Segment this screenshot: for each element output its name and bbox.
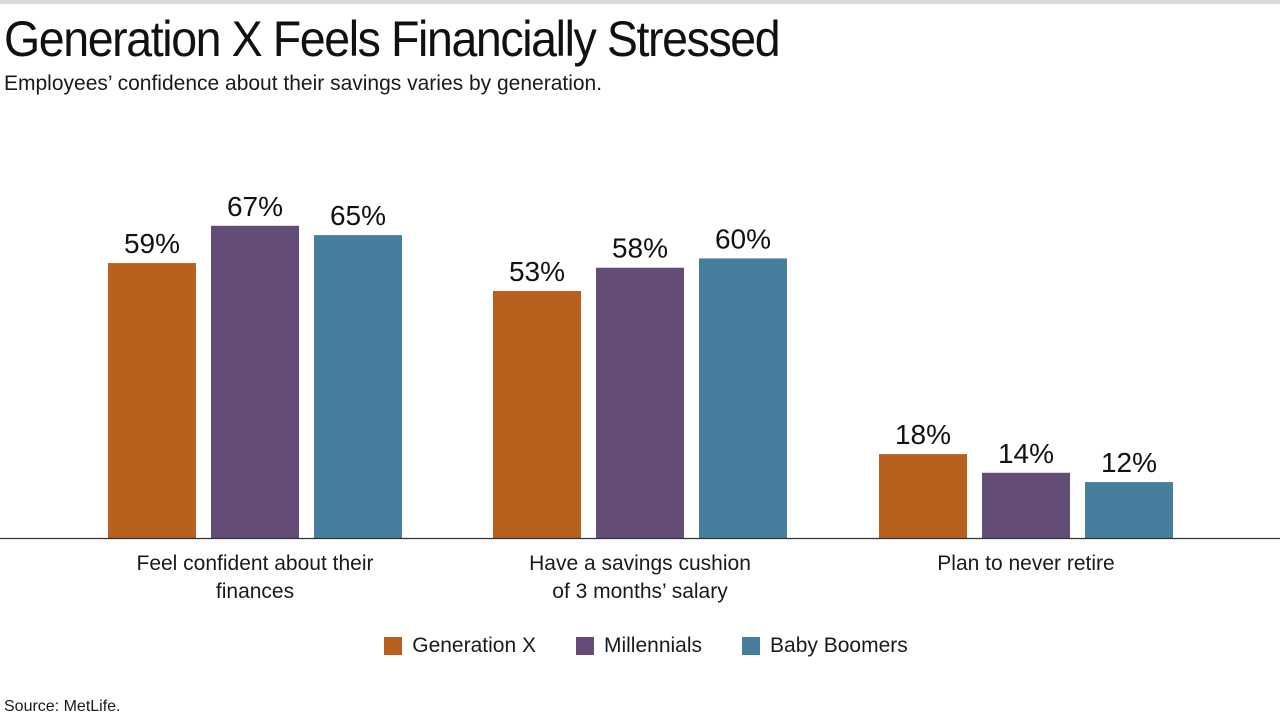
category-label-line: of 3 months’ salary xyxy=(552,580,728,603)
bar-value-label: 53% xyxy=(509,256,565,287)
bar-value-label: 60% xyxy=(715,223,771,254)
bar xyxy=(699,258,787,538)
category-label: Plan to never retire xyxy=(937,552,1114,575)
bar xyxy=(1085,482,1173,538)
chart-legend: Generation X Millennials Baby Boomers xyxy=(0,634,1280,658)
bar-value-label: 59% xyxy=(124,228,180,259)
category-label: Have a savings cushion of 3 months’ salar… xyxy=(529,552,751,603)
bar xyxy=(982,472,1070,538)
legend-item: Baby Boomers xyxy=(742,634,908,658)
source-note: Source: MetLife. xyxy=(4,698,121,715)
legend-label: Generation X xyxy=(412,634,536,657)
legend-label: Millennials xyxy=(603,634,703,657)
bar-chart: 59% 67% 65% Feel confident about their finan… xyxy=(0,191,1280,603)
category-label-line: finances xyxy=(216,580,294,603)
category-label-line: Feel confident about their xyxy=(137,552,374,575)
bar-group: 53% 58% 60% xyxy=(493,223,787,538)
bar-value-label: 12% xyxy=(1101,447,1157,478)
legend-swatch xyxy=(575,637,594,655)
bar-value-label: 18% xyxy=(895,419,951,450)
bar-value-label: 14% xyxy=(998,438,1054,469)
bar xyxy=(211,225,299,538)
bar-value-label: 58% xyxy=(612,233,668,264)
chart-subtitle: Employees’ confidence about their saving… xyxy=(4,72,603,95)
bar xyxy=(596,267,684,538)
bar-group: 18% 14% 12% xyxy=(879,419,1173,538)
bar xyxy=(108,263,196,538)
bar xyxy=(314,235,402,538)
bar-value-label: 65% xyxy=(330,200,386,231)
legend-swatch xyxy=(742,637,761,655)
category-label: Feel confident about their finances xyxy=(137,552,374,603)
category-label-line: Have a savings cushion xyxy=(529,552,751,575)
bar xyxy=(879,454,967,538)
legend-swatch xyxy=(384,637,403,655)
legend-item: Millennials xyxy=(575,634,703,658)
legend-label: Baby Boomers xyxy=(770,634,908,657)
bar-value-label: 67% xyxy=(227,191,283,222)
legend-item: Generation X xyxy=(384,634,536,658)
bar xyxy=(493,291,581,538)
chart-title: Generation X Feels Financially Stressed xyxy=(4,11,781,67)
category-label-line: Plan to never retire xyxy=(937,552,1114,575)
bar-group: 59% 67% 65% xyxy=(108,191,402,538)
top-rule xyxy=(0,0,1280,4)
